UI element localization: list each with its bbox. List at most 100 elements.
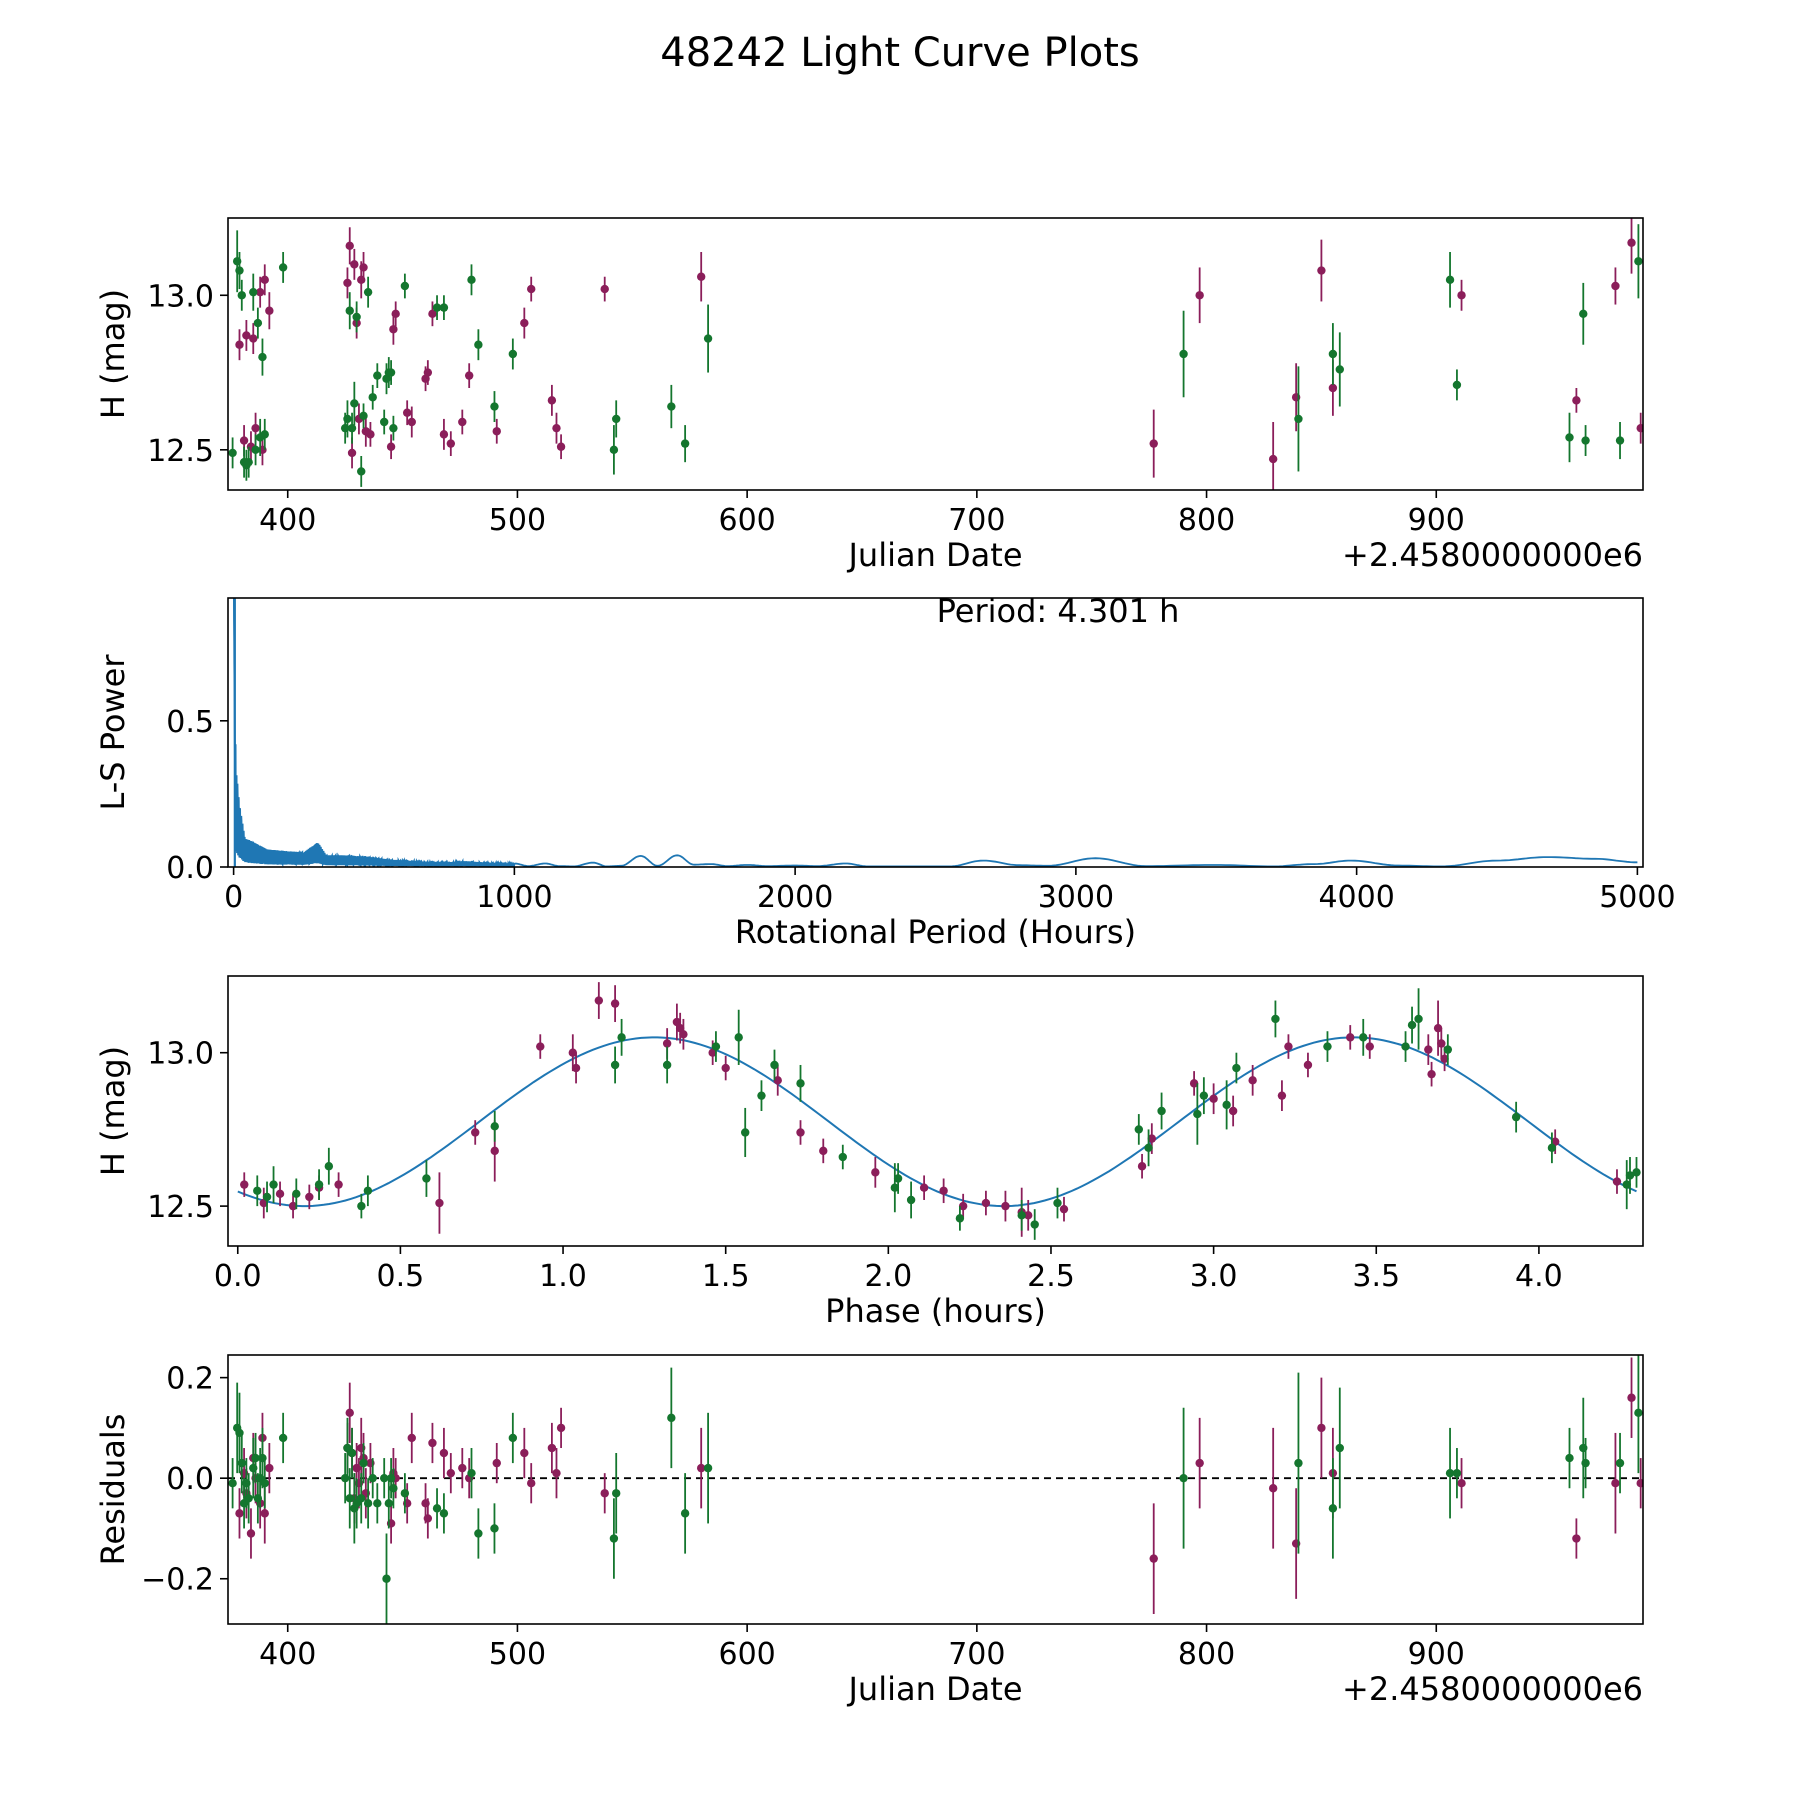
data-point (734, 1033, 743, 1042)
x-axis-label: Phase (hours) (825, 1292, 1046, 1330)
y-axis-label: H (mag) (94, 1046, 132, 1176)
data-point (249, 287, 258, 297)
data-point (609, 445, 619, 455)
data-point (253, 318, 263, 328)
data-point (366, 430, 375, 439)
data-point (237, 1458, 246, 1468)
data-point (389, 1484, 398, 1493)
data-point (1144, 1143, 1153, 1153)
data-point (711, 1042, 721, 1051)
data-point (363, 1499, 373, 1508)
series-filter_r (240, 982, 1622, 1237)
data-point (373, 1499, 382, 1508)
data-point (389, 325, 398, 334)
data-point (423, 1514, 433, 1523)
x-axis-label: Julian Date (846, 1670, 1022, 1708)
data-point (389, 423, 398, 433)
data-point (343, 414, 352, 424)
data-point (1134, 1125, 1144, 1134)
data-point (471, 1128, 480, 1137)
data-point (324, 1162, 334, 1171)
data-point (357, 467, 366, 476)
data-point (1179, 1473, 1188, 1483)
x-tick-label: 2000 (757, 880, 833, 915)
data-point (1346, 1033, 1355, 1042)
data-point (520, 318, 529, 328)
x-tick-label: 400 (259, 503, 316, 538)
data-point (600, 284, 609, 294)
panel-phased: 0.0 0.5 1.0 1.5 2.0 2.5 3.0 3.5 4.0 12.5 13.0 Phase… (94, 975, 1644, 1330)
data-point (1547, 1143, 1557, 1153)
data-point (1437, 1039, 1446, 1048)
data-point (432, 1504, 442, 1513)
x-tick-label: 4.0 (1515, 1259, 1563, 1294)
x-tick-label: 4000 (1318, 880, 1394, 915)
data-point (1323, 1042, 1332, 1051)
data-point (1284, 1042, 1293, 1051)
data-point (1317, 266, 1326, 275)
x-tick-label: 800 (1178, 503, 1235, 538)
data-point (1581, 1458, 1590, 1468)
data-point (347, 423, 357, 433)
data-point (939, 1186, 948, 1195)
data-point (235, 266, 244, 275)
data-point (1232, 1063, 1241, 1073)
data-point (423, 368, 433, 377)
x-tick-label: 700 (948, 1637, 1005, 1672)
data-point (228, 1479, 237, 1488)
data-point (547, 1443, 557, 1453)
data-point (1179, 349, 1188, 359)
data-point (262, 1192, 272, 1202)
data-point (612, 414, 621, 424)
data-point (609, 1534, 619, 1543)
data-point (380, 1473, 389, 1483)
data-point (617, 1033, 626, 1042)
data-point (1632, 1168, 1641, 1177)
data-point (1228, 1106, 1238, 1116)
data-point (1328, 349, 1338, 359)
data-point (919, 1183, 929, 1192)
data-point (1634, 1408, 1643, 1418)
data-point (770, 1060, 779, 1070)
data-point (1452, 1468, 1462, 1478)
data-point (1627, 238, 1636, 247)
data-point (556, 442, 566, 451)
data-point (242, 331, 251, 340)
data-point (246, 1529, 256, 1538)
data-point (260, 275, 269, 285)
plot-area (233, 598, 1638, 867)
data-point (1627, 1393, 1636, 1402)
data-point (667, 1413, 676, 1423)
data-point (1424, 1045, 1433, 1054)
data-point (1193, 1109, 1202, 1119)
data-point (796, 1128, 805, 1137)
series-filter_g (253, 988, 1641, 1240)
data-point (1445, 275, 1455, 285)
data-point (1335, 365, 1344, 374)
data-point (240, 1180, 249, 1189)
data-point (244, 457, 253, 467)
data-point (446, 1468, 456, 1478)
data-point (235, 1509, 244, 1518)
x-tick-label: 800 (1178, 1637, 1235, 1672)
data-point (1149, 1554, 1158, 1563)
data-point (1615, 1458, 1625, 1468)
data-point (1017, 1211, 1026, 1220)
data-point (1440, 1054, 1449, 1064)
x-axis-label: Rotational Period (Hours) (735, 913, 1136, 951)
data-point (819, 1146, 828, 1156)
data-point (1572, 1534, 1581, 1543)
y-tick-label: 0.0 (166, 851, 214, 886)
data-point (428, 309, 437, 319)
data-point (251, 1453, 260, 1463)
data-point (1636, 1479, 1643, 1488)
data-point (305, 1192, 314, 1202)
data-point (893, 1174, 903, 1183)
data-point (382, 1574, 391, 1583)
data-point (439, 1509, 449, 1518)
data-point (667, 402, 676, 411)
data-point (1147, 1134, 1157, 1143)
data-point (721, 1063, 730, 1073)
y-tick-label: 0.5 (166, 705, 214, 740)
data-point (1401, 1042, 1410, 1051)
